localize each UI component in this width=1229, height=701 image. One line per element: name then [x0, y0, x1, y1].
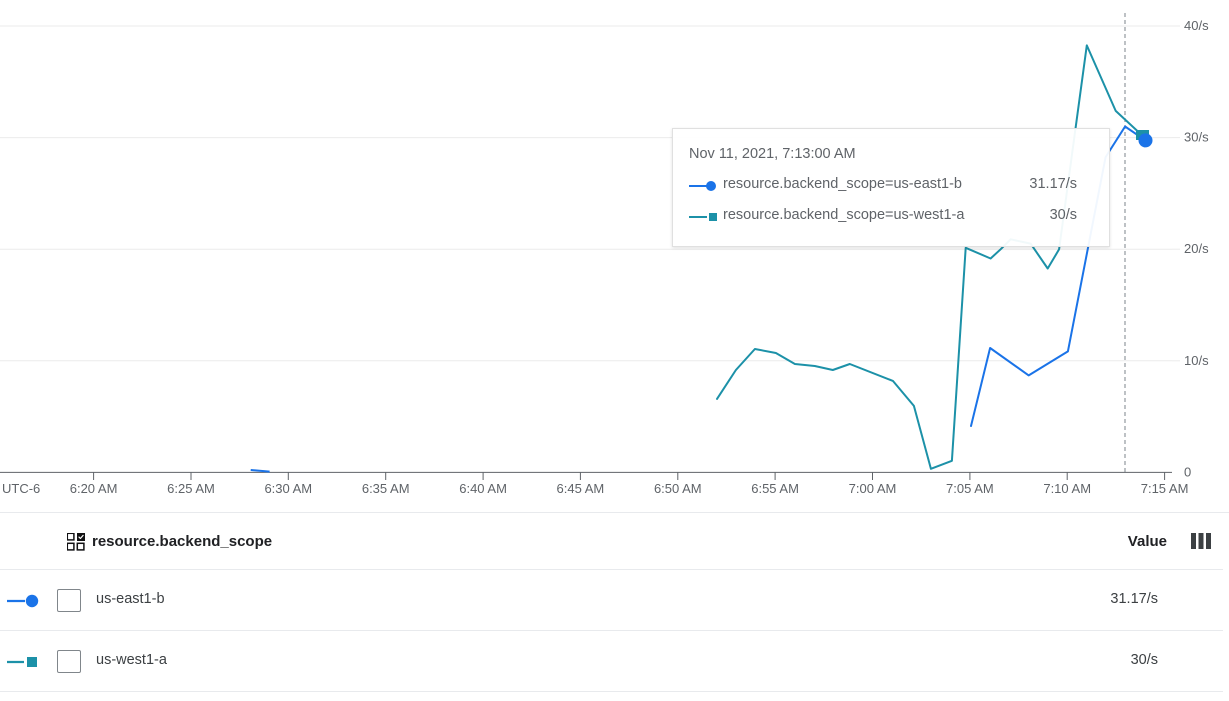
svg-text:40/s: 40/s — [1184, 18, 1209, 33]
svg-text:7:00 AM: 7:00 AM — [849, 481, 897, 496]
svg-text:6:30 AM: 6:30 AM — [264, 481, 312, 496]
svg-text:20/s: 20/s — [1184, 241, 1209, 256]
svg-text:6:25 AM: 6:25 AM — [167, 481, 215, 496]
svg-text:6:20 AM: 6:20 AM — [70, 481, 118, 496]
svg-text:6:45 AM: 6:45 AM — [557, 481, 605, 496]
svg-text:6:50 AM: 6:50 AM — [654, 481, 702, 496]
svg-text:UTC-6: UTC-6 — [2, 481, 40, 496]
svg-text:6:35 AM: 6:35 AM — [362, 481, 410, 496]
svg-text:7:05 AM: 7:05 AM — [946, 481, 994, 496]
svg-text:7:15 AM: 7:15 AM — [1141, 481, 1189, 496]
svg-text:30/s: 30/s — [1184, 130, 1209, 145]
svg-text:6:40 AM: 6:40 AM — [459, 481, 507, 496]
svg-text:6:55 AM: 6:55 AM — [751, 481, 799, 496]
svg-text:0: 0 — [1184, 464, 1191, 479]
svg-text:7:10 AM: 7:10 AM — [1043, 481, 1091, 496]
svg-text:10/s: 10/s — [1184, 353, 1209, 368]
